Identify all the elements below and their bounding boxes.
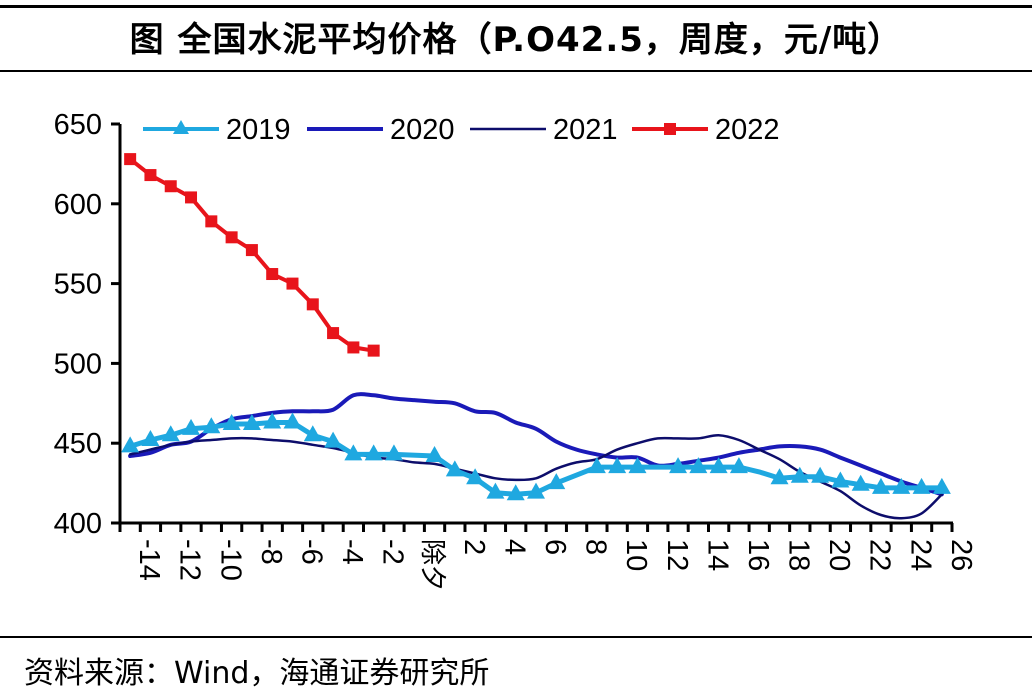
data-point-2019	[425, 445, 444, 462]
data-point-2019	[912, 477, 931, 494]
x-tick-label: 20	[823, 539, 855, 571]
y-tick-label: 450	[54, 428, 102, 460]
data-point-2019	[283, 412, 302, 429]
series-2022	[124, 153, 380, 357]
x-tick-label: 14	[701, 539, 733, 571]
data-point-2019	[831, 471, 850, 488]
legend-item-2020: 2020	[307, 114, 455, 146]
data-point-2019	[770, 468, 789, 485]
data-point-2019	[222, 414, 241, 431]
x-tick-label: -10	[214, 539, 246, 581]
legend-label: 2022	[715, 114, 780, 146]
data-point-2019	[689, 457, 708, 474]
data-point-2019	[587, 457, 606, 474]
legend-item-2021: 2021	[470, 114, 618, 146]
data-point-2019	[506, 484, 525, 501]
y-tick-label: 600	[54, 189, 102, 221]
y-tick-label: 550	[54, 269, 102, 301]
data-point-2019	[182, 418, 201, 435]
x-tick-label: 26	[945, 539, 977, 571]
x-tick-label: 18	[783, 539, 815, 571]
x-tick-label: 22	[864, 539, 896, 571]
x-tick-label: 除夕	[417, 539, 447, 591]
title-rule	[0, 70, 1032, 72]
x-tick-label: 6	[539, 539, 571, 555]
data-point-2019	[445, 460, 464, 477]
x-tick-label: 4	[498, 539, 530, 555]
data-point-2019	[932, 477, 951, 494]
data-point-2019	[303, 425, 322, 442]
data-point-2022	[306, 298, 319, 311]
data-point-2019	[486, 482, 505, 499]
data-point-2019	[790, 466, 809, 483]
data-point-2019	[892, 477, 911, 494]
top-rule	[0, 5, 1032, 8]
data-point-2019	[384, 444, 403, 461]
data-point-2019	[263, 412, 282, 429]
data-point-2019	[466, 468, 485, 485]
data-point-2022	[286, 277, 299, 290]
x-tick-label: -4	[336, 539, 368, 565]
data-point-2019	[669, 457, 688, 474]
x-tick-label: 10	[620, 539, 652, 571]
data-point-2019	[871, 477, 890, 494]
data-point-2019	[324, 431, 343, 448]
legend: 2019 2020 2021 2022	[143, 114, 780, 146]
x-tick-label: -2	[377, 539, 409, 565]
data-point-2019	[202, 417, 221, 434]
data-point-2019	[811, 466, 830, 483]
data-point-2019	[364, 444, 383, 461]
x-tick-label: 12	[661, 539, 693, 571]
data-point-2022	[144, 169, 157, 182]
data-point-2022	[205, 215, 218, 228]
data-point-2019	[141, 430, 160, 447]
legend-label: 2021	[553, 114, 618, 146]
x-tick-label: 8	[580, 539, 612, 555]
data-point-2019	[547, 473, 566, 490]
data-point-2022	[266, 268, 279, 281]
legend-item-2022: 2022	[632, 114, 780, 146]
source-note: 资料来源：Wind，海通证券研究所	[24, 656, 490, 691]
triangle-marker-icon	[173, 120, 189, 134]
source-rule	[0, 636, 1032, 638]
data-point-2019	[709, 457, 728, 474]
figure-title: 图 全国水泥平均价格（P.O42.5，周度，元/吨）	[129, 20, 903, 60]
data-point-2022	[367, 344, 380, 357]
x-tick-label: -6	[295, 539, 327, 565]
data-point-2019	[527, 482, 545, 499]
data-point-2022	[185, 191, 198, 204]
data-point-2019	[161, 425, 180, 442]
data-point-2022	[245, 244, 258, 257]
x-tick-label: -8	[255, 539, 287, 565]
series-line-2020	[128, 392, 944, 497]
series-2019	[121, 412, 951, 501]
legend-label: 2019	[226, 114, 291, 146]
x-tick-label: -14	[133, 539, 165, 581]
data-point-2022	[327, 327, 340, 340]
data-point-2019	[729, 457, 748, 474]
data-point-2019	[628, 457, 647, 474]
legend-item-2019: 2019	[143, 114, 291, 146]
x-tick-label: 16	[742, 539, 774, 571]
x-tick-label: -12	[174, 539, 206, 581]
x-tick-label: 2	[458, 539, 490, 555]
series-2020	[128, 392, 944, 497]
data-point-2019	[242, 414, 261, 431]
data-point-2022	[225, 231, 238, 244]
data-point-2019	[344, 444, 363, 461]
data-point-2022	[164, 180, 177, 193]
series-line-2019	[127, 420, 945, 497]
legend-label: 2020	[390, 114, 455, 146]
line-chart: 400 450 500 550 600 650 -14 -12 -10 -8 -6 -4 -2 除夕 2 4…	[54, 109, 977, 591]
data-point-2019	[608, 457, 627, 474]
y-tick-label: 500	[54, 348, 102, 380]
data-point-2019	[121, 436, 140, 453]
x-tick-label: 24	[904, 539, 936, 571]
y-tick-label: 650	[54, 109, 102, 141]
data-point-2022	[347, 341, 360, 354]
data-point-2019	[851, 474, 870, 491]
square-marker-icon	[664, 123, 676, 135]
y-tick-label: 400	[54, 508, 102, 540]
data-point-2022	[124, 153, 137, 166]
